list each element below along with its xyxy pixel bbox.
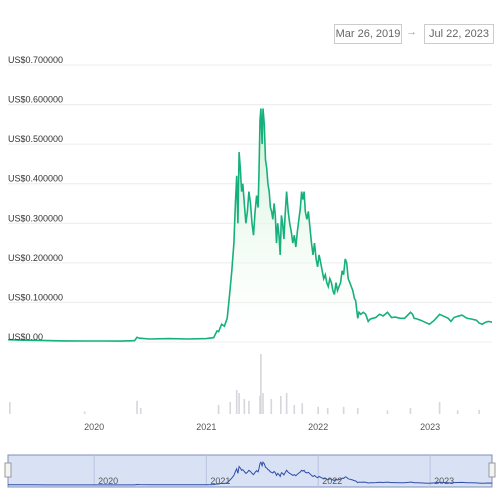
volume-bar <box>9 402 11 414</box>
volume-bar <box>238 393 240 414</box>
volume-bar <box>248 400 250 414</box>
volume-bars <box>9 354 480 414</box>
y-tick-label: US$0.300000 <box>8 213 63 223</box>
y-axis-labels: US$0.00 US$0.100000 US$0.200000 US$0.300000… <box>8 55 63 342</box>
navigator-tick-label: 2021 <box>210 476 230 486</box>
date-from-input[interactable]: Mar 26, 2019 <box>334 24 402 44</box>
y-tick-label: US$0.600000 <box>8 95 63 105</box>
volume-bar <box>260 354 262 414</box>
volume-bar <box>301 403 304 414</box>
volume-bar <box>478 409 480 414</box>
volume-bar <box>456 410 459 414</box>
date-range-selector: Mar 26, 2019 → Jul 22, 2023 <box>334 24 494 44</box>
navigator-tick-label: 2022 <box>322 476 342 486</box>
volume-bar <box>243 399 246 414</box>
x-axis-labels: 2020 2021 2022 2023 <box>84 422 440 432</box>
volume-bar <box>356 408 359 414</box>
x-tick-label: 2022 <box>308 422 328 432</box>
navigator-tick-label: 2020 <box>98 476 118 486</box>
range-arrow-icon: → <box>406 26 417 38</box>
navigator-labels: 2020 2021 2022 2023 <box>98 476 454 486</box>
range-navigator[interactable]: 2020 2021 2022 2023 <box>4 454 496 488</box>
volume-bar <box>235 390 238 414</box>
y-tick-label: US$0.200000 <box>8 253 63 263</box>
volume-bar <box>438 402 441 414</box>
volume-bar <box>83 411 86 414</box>
navigator-tick-label: 2023 <box>434 476 454 486</box>
volume-bar <box>259 396 261 414</box>
volume-bar <box>386 410 389 414</box>
y-tick-label: US$0.100000 <box>8 292 63 302</box>
y-tick-label: US$0.00 <box>8 332 43 342</box>
volume-bar <box>293 405 296 414</box>
volume-bar <box>317 406 320 414</box>
volume-bar <box>139 408 142 414</box>
date-to-input[interactable]: Jul 22, 2023 <box>424 24 494 44</box>
x-tick-label: 2021 <box>196 422 216 432</box>
volume-bar <box>342 406 345 414</box>
navigator-right-handle[interactable] <box>488 462 496 478</box>
volume-bar <box>280 396 282 414</box>
price-series-line <box>7 108 493 342</box>
price-area <box>8 108 492 342</box>
volume-bar <box>217 405 220 414</box>
y-tick-label: US$0.400000 <box>8 174 63 184</box>
volume-bar <box>326 408 329 414</box>
x-tick-label: 2020 <box>84 422 104 432</box>
x-tick-label: 2023 <box>420 422 440 432</box>
volume-bar <box>229 402 232 414</box>
volume-bar <box>270 399 273 414</box>
volume-bar <box>136 400 138 414</box>
navigator-grid <box>93 455 431 487</box>
navigator-series-line <box>8 461 493 486</box>
y-tick-label: US$0.700000 <box>8 55 63 65</box>
y-tick-label: US$0.500000 <box>8 134 63 144</box>
volume-bar <box>262 393 264 414</box>
navigator-left-handle[interactable] <box>4 462 12 478</box>
volume-bar <box>409 408 412 414</box>
volume-bar <box>285 393 288 414</box>
